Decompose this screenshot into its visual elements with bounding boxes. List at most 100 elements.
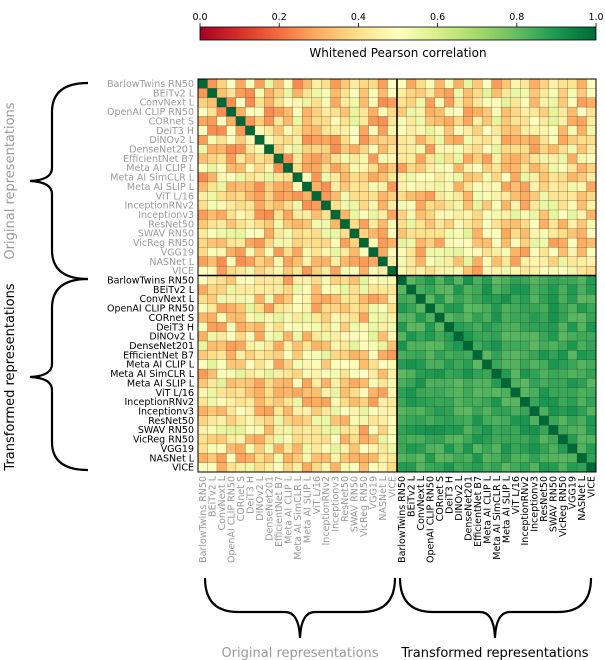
heatmap-cell (501, 191, 512, 202)
heatmap-cell (358, 322, 369, 333)
heatmap-cell (453, 181, 464, 192)
heatmap-cell (311, 322, 322, 333)
heatmap-cell (254, 368, 265, 379)
heatmap-cell (302, 256, 313, 267)
heatmap-cell (292, 322, 303, 333)
row-label: ViT L/16 (156, 191, 194, 202)
heatmap-cell (520, 125, 531, 136)
heatmap-cell (273, 425, 284, 435)
heatmap-cell (463, 294, 474, 304)
heatmap-cell (567, 368, 578, 379)
heatmap-cell (340, 415, 351, 426)
heatmap-cell (501, 172, 512, 183)
heatmap-cell (510, 359, 521, 370)
heatmap-cell (406, 322, 417, 333)
heatmap-cell (292, 88, 303, 99)
heatmap-cell (283, 125, 294, 136)
heatmap-cell (283, 425, 294, 435)
heatmap-cell (292, 97, 303, 108)
heatmap-cell (264, 135, 275, 145)
heatmap-cell (368, 303, 379, 314)
heatmap-cell (406, 378, 417, 389)
heatmap-cell (321, 153, 332, 164)
heatmap-cell (557, 378, 568, 389)
heatmap-cell (349, 200, 360, 211)
heatmap-cell (396, 378, 407, 389)
heatmap-cell (576, 200, 587, 211)
heatmap-cell (264, 181, 275, 192)
heatmap-cell (245, 453, 256, 464)
heatmap-cell (302, 340, 313, 351)
heatmap-cell (273, 78, 284, 89)
heatmap-cell (254, 284, 265, 295)
heatmap-cell (387, 359, 398, 370)
heatmap-cell (406, 181, 417, 192)
heatmap-cell (567, 266, 578, 276)
heatmap-cell (302, 125, 313, 136)
heatmap-cell (463, 78, 474, 89)
row-label: ConvNext L (139, 98, 194, 109)
heatmap-cell (254, 406, 265, 417)
heatmap-cell (548, 350, 559, 361)
heatmap-cell (453, 284, 464, 295)
heatmap-cell (510, 434, 521, 445)
heatmap-cell (453, 97, 464, 108)
heatmap-cell (245, 359, 256, 370)
heatmap-cell (415, 88, 426, 99)
heatmap-cell (520, 368, 531, 379)
heatmap-cell (321, 453, 332, 464)
heatmap-cell (254, 266, 265, 276)
heatmap-cell (358, 135, 369, 145)
heatmap-cell (311, 191, 322, 202)
heatmap-cell (557, 340, 568, 351)
heatmap-cell (254, 88, 265, 99)
heatmap-cell (197, 97, 208, 108)
heatmap-cell (368, 350, 379, 361)
heatmap-cell (434, 434, 445, 445)
heatmap-cell (292, 443, 303, 454)
heatmap-cell (358, 378, 369, 389)
heatmap-cell (207, 284, 218, 295)
heatmap-cell (387, 406, 398, 417)
heatmap-cell (586, 331, 597, 342)
heatmap-cell (207, 200, 218, 211)
heatmap-cell (567, 294, 578, 304)
heatmap-cell (557, 200, 568, 211)
heatmap-cell (235, 247, 246, 258)
heatmap-cell (520, 144, 531, 155)
heatmap-cell (330, 172, 341, 183)
heatmap-cell (396, 191, 407, 202)
heatmap-cell (330, 275, 341, 286)
heatmap-cell (539, 228, 550, 239)
heatmap-cell (226, 312, 237, 323)
heatmap-cell (226, 406, 237, 417)
heatmap-cell (292, 163, 303, 173)
heatmap-cell (453, 78, 464, 89)
colorbar: 0.0 0.2 0.4 0.6 0.8 1.0 Whitened Pearson corr… (192, 12, 603, 60)
heatmap-cell (548, 153, 559, 164)
heatmap-cell (321, 406, 332, 417)
heatmap-cell (482, 275, 493, 286)
heatmap-cell (576, 275, 587, 286)
heatmap-cell (302, 425, 313, 435)
heatmap-cell (425, 406, 436, 417)
heatmap-cell (406, 191, 417, 202)
heatmap-cell (415, 228, 426, 239)
heatmap-cell (311, 378, 322, 389)
heatmap-cell (245, 340, 256, 351)
heatmap-cell (548, 135, 559, 145)
heatmap-cell (444, 219, 455, 230)
heatmap-cell (415, 219, 426, 230)
heatmap-cell (396, 434, 407, 445)
heatmap-cell (463, 340, 474, 351)
heatmap-cell (510, 406, 521, 417)
heatmap-cell (368, 294, 379, 304)
heatmap-cell (548, 116, 559, 127)
heatmap-cell (226, 387, 237, 398)
heatmap-cell (368, 453, 379, 464)
heatmap-cell (216, 284, 227, 295)
heatmap-cell (321, 275, 332, 286)
heatmap-cell (444, 247, 455, 258)
heatmap-cell (406, 453, 417, 464)
heatmap-cell (425, 256, 436, 267)
